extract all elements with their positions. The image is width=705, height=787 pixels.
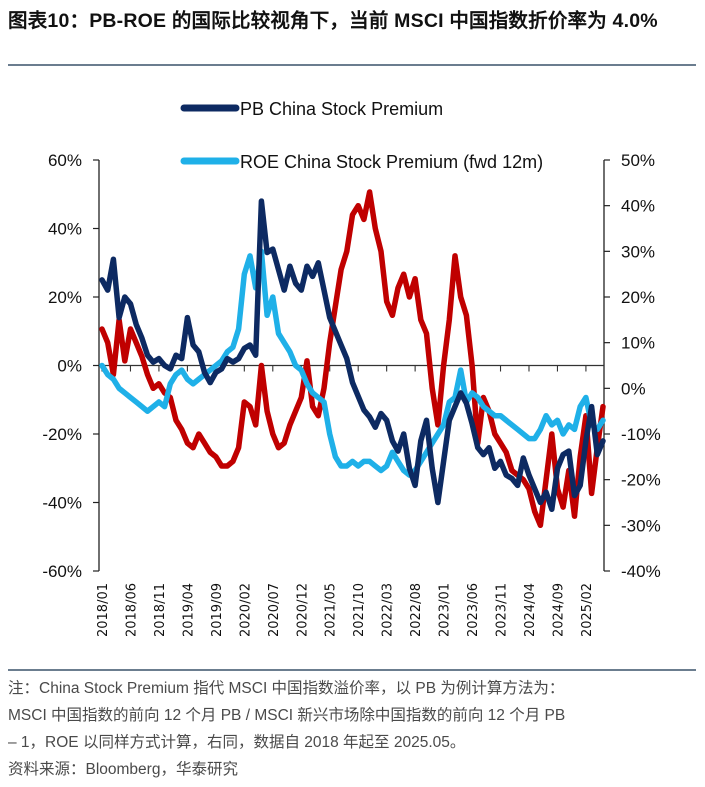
x-tick-label: 2024/04 <box>523 583 538 637</box>
x-tick-label: 2023/06 <box>466 583 481 637</box>
right-tick-label: -10% <box>621 425 661 444</box>
note-line-1: 注：China Stock Premium 指代 MSCI 中国指数溢价率，以 … <box>8 680 565 697</box>
x-tick-label: 2023/11 <box>495 583 510 637</box>
right-tick-label: 40% <box>621 197 655 216</box>
notes: 注：China Stock Premium 指代 MSCI 中国指数溢价率，以 … <box>8 675 698 783</box>
x-tick-label: 2022/08 <box>409 583 424 637</box>
left-tick-label: -60% <box>42 562 82 581</box>
left-tick-label: 0% <box>57 357 82 376</box>
x-tick-label: 2018/01 <box>96 583 111 637</box>
legend-label-roe: ROE China Stock Premium (fwd 12m) <box>240 152 543 172</box>
left-tick-label: 40% <box>48 220 82 239</box>
series-line-roe <box>99 248 606 478</box>
right-tick-label: 50% <box>621 151 655 170</box>
x-tick-label: 2024/09 <box>551 583 566 637</box>
note-line-3: – 1，ROE 以同样方式计算，右同，数据自 2018 年起至 2025.05。 <box>8 734 466 751</box>
series-line-pb <box>99 198 606 513</box>
x-tick-label: 2021/05 <box>324 583 339 637</box>
right-tick-label: 10% <box>621 334 655 353</box>
legend-label-pb: PB China Stock Premium <box>240 99 443 119</box>
title-divider <box>8 64 696 66</box>
x-tick-label: 2023/01 <box>438 583 453 637</box>
left-tick-label: -40% <box>42 494 82 513</box>
chart-title: 图表10：PB-ROE 的国际比较视角下，当前 MSCI 中国指数折价率为 4.… <box>8 10 658 32</box>
x-axis-labels: 2018/01 2018/06 2018/11 2019/04 2019/09 2020/… <box>96 583 595 637</box>
x-tick-label: 2019/04 <box>181 583 196 637</box>
right-tick-label: -20% <box>621 471 661 490</box>
left-tick-label: 20% <box>48 288 82 307</box>
left-tick-label: -20% <box>42 425 82 444</box>
right-tick-label: -40% <box>621 562 661 581</box>
legend: PB China Stock Premium ROE China Stock P… <box>180 99 543 172</box>
series-lines <box>99 189 606 529</box>
x-tick-label: 2022/03 <box>381 583 396 637</box>
axes: 60% 40% 20% 0% -20% -40% -60% 50% 40% 30% 20% 10% 0%… <box>42 151 660 581</box>
note-line-2: MSCI 中国指数的前向 12 个月 PB / MSCI 新兴市场除中国指数的前… <box>8 707 566 724</box>
x-tick-label: 2025/02 <box>580 583 595 637</box>
x-tick-label: 2018/06 <box>124 583 139 637</box>
left-tick-label: 60% <box>48 151 82 170</box>
x-tick-label: 2018/11 <box>153 583 168 637</box>
right-tick-label: -30% <box>621 516 661 535</box>
source-line: 资料来源：Bloomberg，华泰研究 <box>8 761 238 778</box>
x-tick-label: 2021/10 <box>352 583 367 637</box>
x-tick-label: 2019/09 <box>210 583 225 637</box>
x-tick-label: 2020/12 <box>295 583 310 637</box>
x-tick-label: 2020/02 <box>238 583 253 637</box>
right-tick-label: 20% <box>621 288 655 307</box>
x-tick-label: 2020/07 <box>267 583 282 637</box>
right-tick-label: 0% <box>621 379 646 398</box>
notes-divider <box>8 669 696 671</box>
line-chart: PB China Stock Premium ROE China Stock P… <box>42 99 660 637</box>
right-tick-label: 30% <box>621 242 655 261</box>
